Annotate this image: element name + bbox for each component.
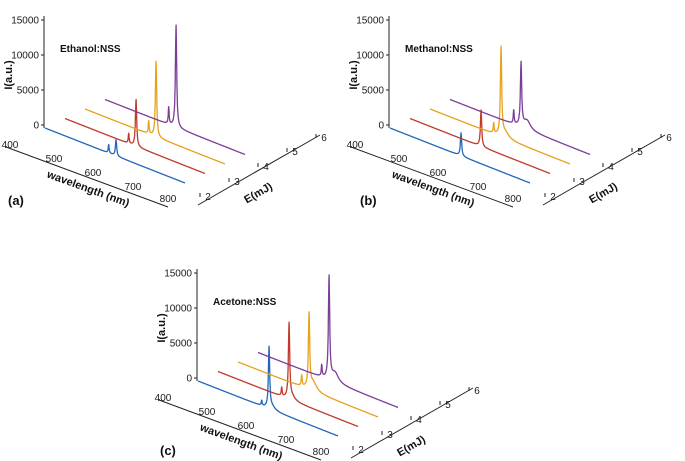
z-tick-label: 5 xyxy=(637,147,643,158)
y-axis-label: I(a.u.) xyxy=(3,60,15,90)
x-axis-line xyxy=(350,146,514,208)
z-tick-label: 4 xyxy=(263,162,269,173)
x-tick-label: 400 xyxy=(347,140,364,151)
x-tick-label: 800 xyxy=(160,194,177,205)
x-tick-label: 500 xyxy=(46,154,63,165)
series-line-3mJ xyxy=(409,109,551,175)
z-tick-label: 4 xyxy=(608,162,614,173)
x-axis-line xyxy=(158,399,322,461)
z-tick-label: 2 xyxy=(550,192,556,203)
series-line-2mJ xyxy=(197,345,339,437)
z-tick-label: 6 xyxy=(321,133,327,144)
y-tick-label: 0 xyxy=(186,374,192,385)
chart-title: Acetone:NSS xyxy=(213,297,277,308)
z-tick-label: 2 xyxy=(205,192,211,203)
y-tick-label: 5000 xyxy=(17,86,40,97)
y-tick-label: 15000 xyxy=(356,16,384,27)
y-tick-label: 10000 xyxy=(11,51,39,62)
z-tick-label: 3 xyxy=(387,430,393,441)
series-line-5mJ xyxy=(104,24,246,156)
y-axis-label: I(a.u.) xyxy=(348,60,360,90)
x-tick-label: 600 xyxy=(238,421,255,432)
x-tick-label: 400 xyxy=(155,393,172,404)
x-tick-label: 400 xyxy=(2,140,19,151)
series-line-2mJ xyxy=(389,127,531,184)
z-tick-label: 2 xyxy=(358,445,364,456)
series-line-5mJ xyxy=(449,60,591,156)
x-tick-label: 800 xyxy=(505,194,522,205)
x-tick-label: 700 xyxy=(278,435,295,446)
panel-3: I(a.u.)050001000015000400500600700800wav… xyxy=(155,269,481,461)
z-axis-line xyxy=(350,387,474,459)
y-axis-label: I(a.u.) xyxy=(156,313,168,343)
panel-2: I(a.u.)050001000015000400500600700800wav… xyxy=(347,16,673,210)
series-line-3mJ xyxy=(64,98,206,175)
x-tick-label: 700 xyxy=(125,182,142,193)
x-tick-label: 800 xyxy=(313,447,330,458)
z-tick-label: 6 xyxy=(474,386,480,397)
x-tick-label: 600 xyxy=(430,168,447,179)
panel-label: (c) xyxy=(160,443,176,458)
y-tick-label: 5000 xyxy=(362,86,385,97)
series-line-5mJ xyxy=(257,274,399,409)
y-tick-label: 0 xyxy=(378,121,384,132)
chart-title: Ethanol:NSS xyxy=(60,44,121,55)
y-tick-label: 5000 xyxy=(170,339,193,350)
series-line-2mJ xyxy=(44,127,186,184)
z-tick-label: 4 xyxy=(416,415,422,426)
series-line-4mJ xyxy=(84,60,226,165)
y-tick-label: 15000 xyxy=(11,16,39,27)
z-axis-label: E(mJ) xyxy=(587,180,620,206)
z-tick-label: 5 xyxy=(445,400,451,411)
x-tick-label: 500 xyxy=(199,407,216,418)
z-tick-label: 3 xyxy=(579,177,585,188)
z-axis-line xyxy=(542,134,666,206)
z-axis-label: E(mJ) xyxy=(395,433,428,459)
y-tick-label: 10000 xyxy=(356,51,384,62)
z-axis-label: E(mJ) xyxy=(242,180,275,206)
y-tick-label: 0 xyxy=(33,121,39,132)
y-tick-label: 15000 xyxy=(164,269,192,280)
panel-label: (b) xyxy=(360,193,377,208)
x-axis-line xyxy=(5,146,169,208)
panel-1: I(a.u.)050001000015000400500600700800wav… xyxy=(2,16,328,210)
x-tick-label: 700 xyxy=(470,182,487,193)
series-line-3mJ xyxy=(217,321,359,428)
chart-title: Methanol:NSS xyxy=(405,44,473,55)
z-tick-label: 5 xyxy=(292,147,298,158)
x-tick-label: 500 xyxy=(391,154,408,165)
series-line-4mJ xyxy=(429,45,571,165)
z-axis-line xyxy=(197,134,321,206)
z-tick-label: 3 xyxy=(234,177,240,188)
x-tick-label: 600 xyxy=(85,168,102,179)
series-line-4mJ xyxy=(237,311,379,418)
y-tick-label: 10000 xyxy=(164,304,192,315)
panel-label: (a) xyxy=(8,193,24,208)
z-tick-label: 6 xyxy=(666,133,672,144)
